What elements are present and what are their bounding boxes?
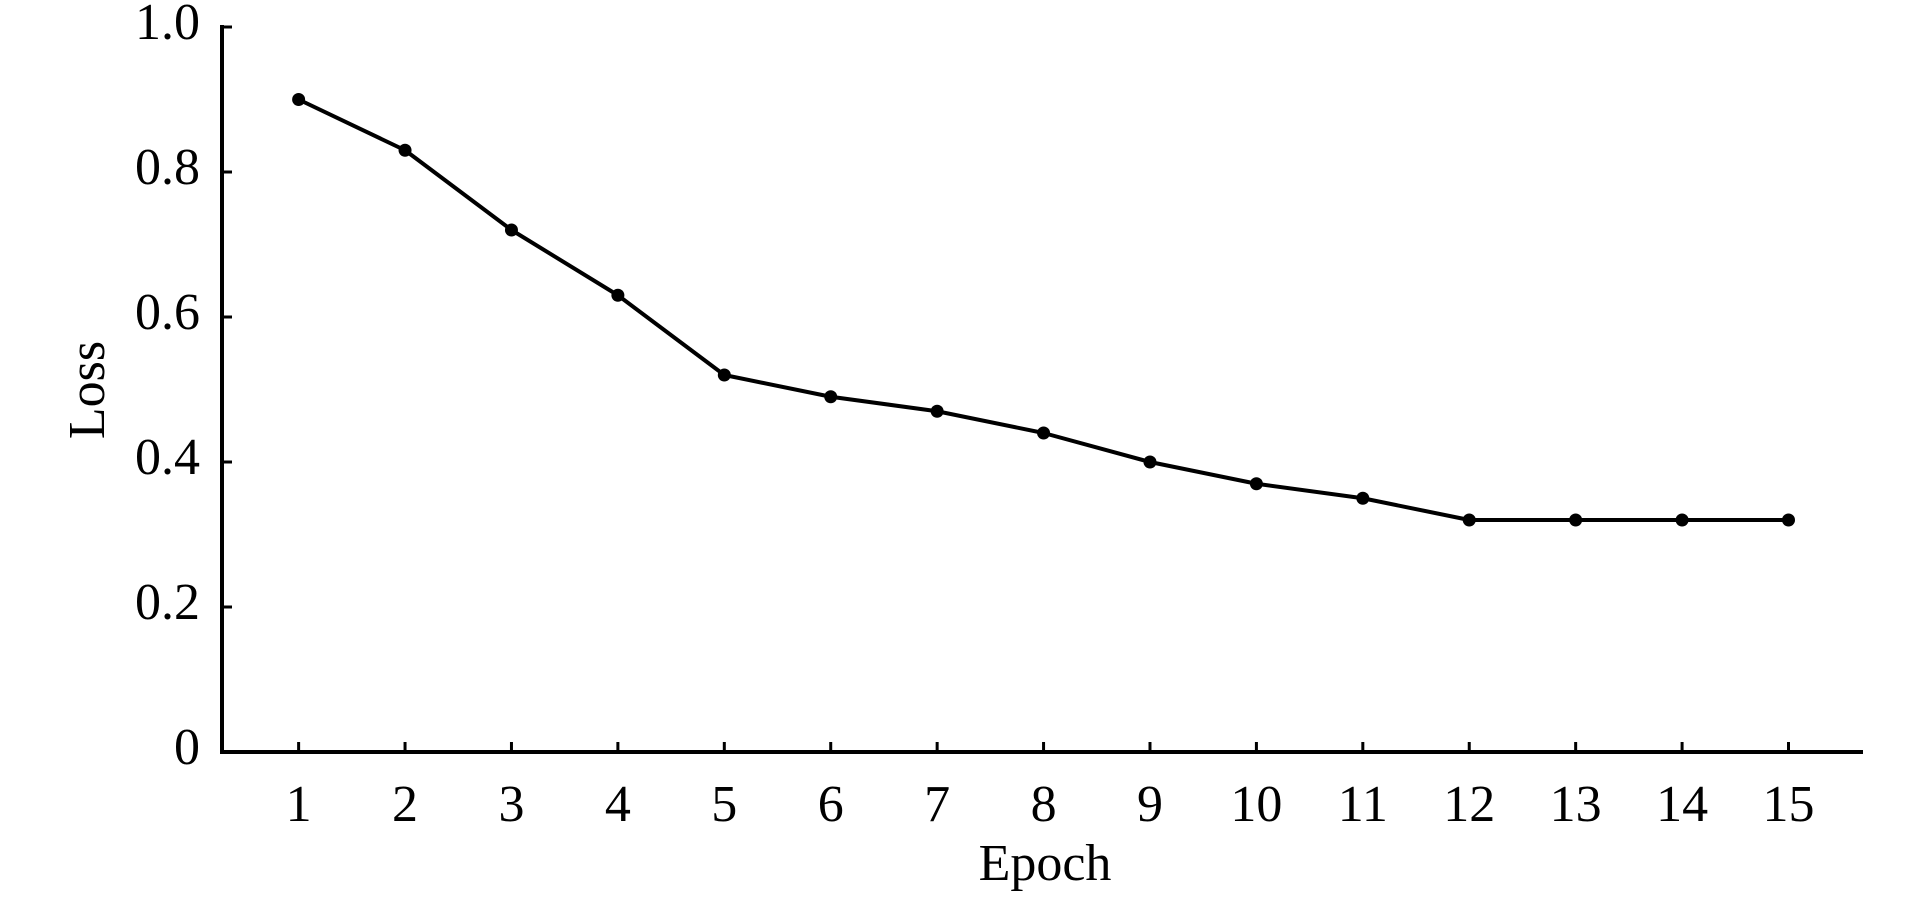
point bbox=[504, 223, 518, 237]
y-tick-label: 0 bbox=[174, 719, 200, 776]
point bbox=[1249, 477, 1263, 491]
x-tick-label: 2 bbox=[392, 776, 418, 833]
line bbox=[297, 97, 1789, 522]
x-tick-label: 8 bbox=[1031, 776, 1057, 833]
point bbox=[1356, 491, 1370, 505]
x-tick-label: 14 bbox=[1656, 776, 1708, 833]
point bbox=[1037, 426, 1051, 440]
y-tick-label: 0.6 bbox=[135, 284, 200, 341]
point bbox=[1143, 455, 1157, 469]
x-tick-label: 12 bbox=[1443, 776, 1495, 833]
point bbox=[930, 404, 944, 418]
x-tick-label: 4 bbox=[605, 776, 631, 833]
point bbox=[1462, 513, 1476, 527]
point bbox=[1675, 513, 1689, 527]
point bbox=[292, 93, 306, 106]
x-axis-label: Epoch bbox=[979, 835, 1112, 892]
x-tick-label: 7 bbox=[924, 776, 950, 833]
y-tick-label: 0.8 bbox=[135, 139, 200, 196]
x-tick-label: 1 bbox=[286, 776, 312, 833]
x-tick-label: 6 bbox=[818, 776, 844, 833]
point bbox=[824, 390, 838, 404]
x-tick-label: 5 bbox=[711, 776, 737, 833]
point bbox=[398, 143, 412, 157]
point bbox=[1569, 513, 1583, 527]
x-tick-label: 10 bbox=[1230, 776, 1282, 833]
x-tick-label: 15 bbox=[1763, 776, 1815, 833]
y-axis-label: Loss bbox=[59, 341, 116, 439]
x-tick-label: 13 bbox=[1550, 776, 1602, 833]
y-tick-label: 0.2 bbox=[135, 574, 200, 631]
x-tick-label: 3 bbox=[498, 776, 524, 833]
point bbox=[611, 288, 625, 302]
point bbox=[1782, 513, 1796, 527]
point bbox=[717, 368, 731, 382]
y-tick-label: 0.4 bbox=[135, 429, 200, 486]
x-tick-label: 11 bbox=[1338, 776, 1388, 833]
x-tick-label: 9 bbox=[1137, 776, 1163, 833]
y-tick-label: 1.0 bbox=[135, 0, 200, 51]
